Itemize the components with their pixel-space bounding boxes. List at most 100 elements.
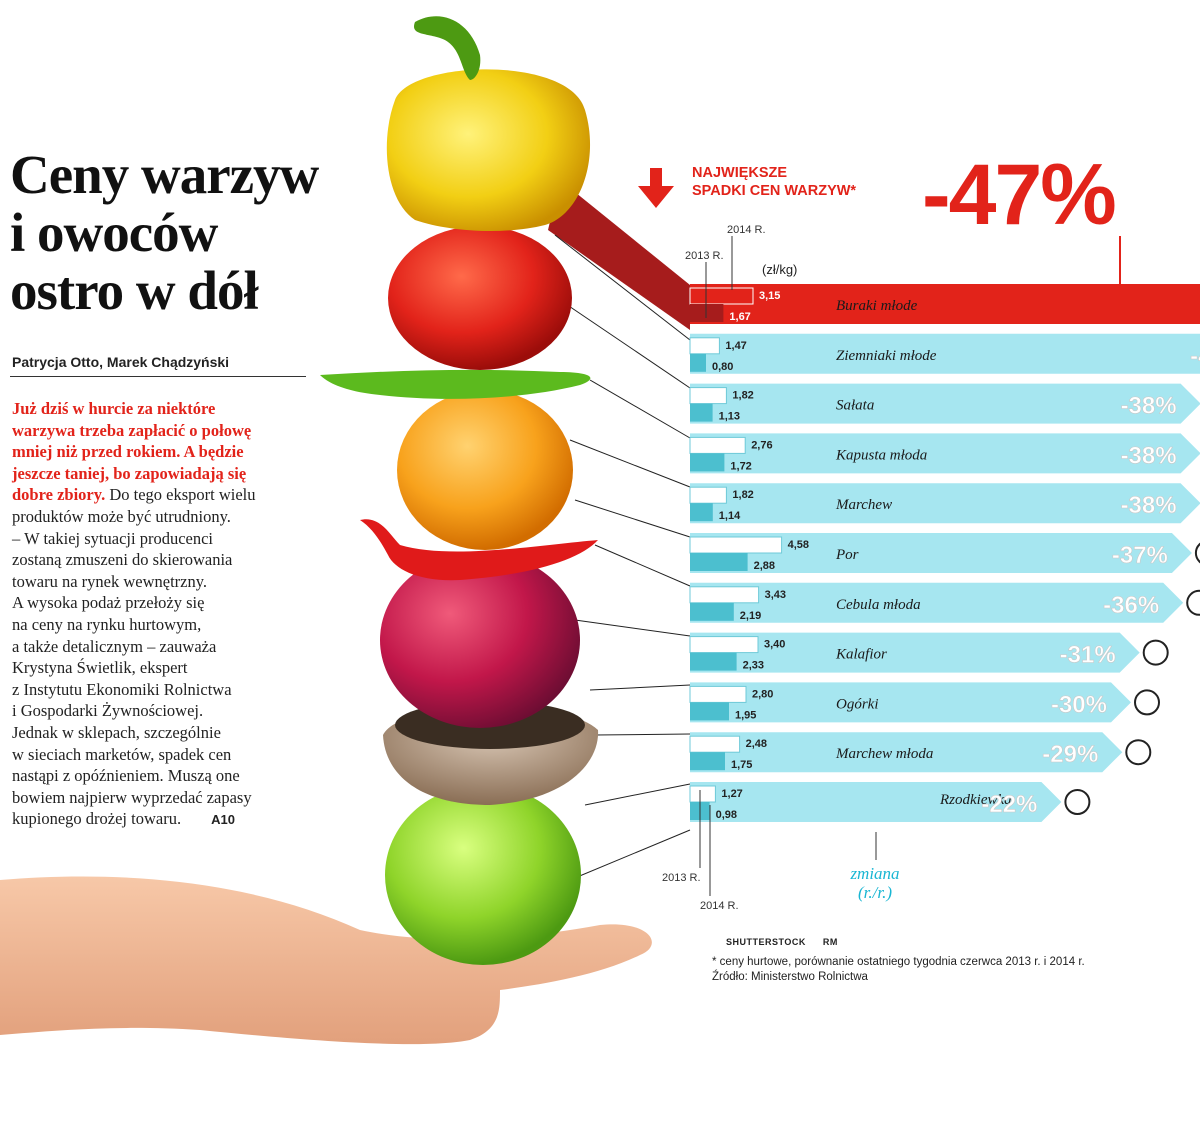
bar-2014 xyxy=(690,453,725,472)
change-label: -22% xyxy=(981,791,1037,818)
bar-2014 xyxy=(690,503,713,522)
bar-2014 xyxy=(690,353,706,372)
photo-credit: SHUTTERSTOCK RM xyxy=(726,937,838,947)
body-line: kupionego drożej towaru. A10 xyxy=(12,808,342,831)
change-label: -31% xyxy=(1060,642,1116,669)
bar-2014 xyxy=(690,403,713,422)
category-band xyxy=(690,383,1200,424)
bar-2013 xyxy=(689,735,741,753)
footnote-line: * ceny hurtowe, porównanie ostatniego ty… xyxy=(712,956,1085,968)
value-label-2013: 3,40 xyxy=(764,639,785,651)
body-line: na ceny na rynku hurtowym, xyxy=(12,614,202,634)
year-2013-label: 2013 R. xyxy=(685,250,724,262)
category-band xyxy=(690,433,1200,474)
value-label-2014: 2,19 xyxy=(740,610,761,622)
value-label-2013: 4,58 xyxy=(788,539,809,551)
value-label-2014: 0,98 xyxy=(716,809,737,821)
bar-2013 xyxy=(689,636,759,654)
value-label-2014: 1,14 xyxy=(719,510,741,522)
carrot-small-icon xyxy=(1125,739,1152,766)
category-band xyxy=(690,632,1140,673)
category-band xyxy=(690,533,1192,573)
onion-icon xyxy=(1186,589,1200,616)
down-arrow-icon xyxy=(638,168,674,208)
value-label-2013: 2,48 xyxy=(746,738,767,750)
green-apple xyxy=(385,785,581,965)
bar-2013 xyxy=(689,287,754,305)
year-2014-label-bottom: 2014 R. xyxy=(700,900,739,912)
value-label-2014: 2,33 xyxy=(743,660,764,672)
bar-2013 xyxy=(689,685,747,703)
value-label-2014: 1,75 xyxy=(731,759,752,771)
red-apple xyxy=(380,552,580,728)
value-label-2014: 0,80 xyxy=(712,361,733,373)
authors: Patrycja Otto, Marek Chądzyński xyxy=(12,354,230,370)
infographic-heading: NAJWIĘKSZE SPADKI CEN WARZYW* xyxy=(692,164,856,200)
leek-icon xyxy=(1194,542,1200,564)
radish-icon xyxy=(1064,789,1091,815)
body-line: bowiem najpierw wyprzedać zapasy xyxy=(12,787,252,807)
bar-2013 xyxy=(689,785,716,803)
change-legend-line: (r./r.) xyxy=(857,883,892,902)
title-line: i owoców xyxy=(10,202,218,263)
category-label: Kapusta młoda xyxy=(835,447,927,463)
category-band xyxy=(690,582,1184,623)
body-line-text: kupionego drożej towaru. xyxy=(12,809,182,829)
title-line: Ceny warzyw xyxy=(10,144,319,205)
value-label-2014: 1,67 xyxy=(729,311,750,323)
body-line: nastąpi z opóźnieniem. Muszą one xyxy=(12,766,240,786)
article-title: Ceny warzyw i owoców ostro w dół xyxy=(10,146,380,320)
bar-2014 xyxy=(690,304,724,322)
green-chili xyxy=(320,369,591,399)
category-band xyxy=(690,782,1062,822)
category-band xyxy=(690,333,1200,374)
category-label: Marchew młoda xyxy=(835,746,933,762)
category-label: Sałata xyxy=(836,398,874,414)
value-label-2013: 1,82 xyxy=(732,489,753,501)
category-label: Ogórki xyxy=(836,696,879,712)
bar-2014 xyxy=(690,602,734,621)
lead-line: Już dziś w hurcie za niektóre xyxy=(12,399,216,418)
unit-label: (zł/kg) xyxy=(762,262,798,277)
chili-pepper xyxy=(360,519,598,581)
change-label: -46% xyxy=(1190,343,1200,370)
title-line: ostro w dół xyxy=(10,260,259,321)
category-label: Ziemniaki młode xyxy=(836,348,937,364)
heading-line: SPADKI CEN WARZYW* xyxy=(692,183,857,199)
category-band xyxy=(690,483,1200,524)
lead-line: warzywa trzeba zapłacić o połowę xyxy=(12,420,252,440)
value-label-2013: 2,76 xyxy=(751,439,772,451)
category-label: Kalafior xyxy=(835,647,887,663)
year-2014-label: 2014 R. xyxy=(727,224,766,236)
value-label-2014: 1,95 xyxy=(735,709,756,721)
page-reference: A10 xyxy=(211,812,235,828)
hand xyxy=(0,876,652,1045)
change-label: -38% xyxy=(1121,492,1177,519)
body-line-tail: Do tego eksport wielu xyxy=(105,485,256,505)
category-band xyxy=(690,732,1123,773)
bar-2014 xyxy=(690,752,725,771)
category-label: Buraki młode xyxy=(836,298,918,314)
lead-line: dobre zbiory. xyxy=(12,485,106,505)
change-label: -37% xyxy=(1112,542,1168,569)
value-label-2013: 3,15 xyxy=(759,290,780,302)
bar-2013 xyxy=(689,387,727,405)
body-line: i Gospodarki Żywnościowej. xyxy=(12,701,204,721)
change-legend-line: zmiana xyxy=(850,864,900,883)
category-band xyxy=(690,682,1131,723)
headline-beam xyxy=(548,180,690,330)
divider xyxy=(10,376,306,377)
year-2013-label-bottom: 2013 R. xyxy=(662,872,701,884)
value-label-2014: 1,13 xyxy=(719,411,740,423)
bar-2013 xyxy=(689,486,727,504)
footnote-line: Źródło: Ministerstwo Rolnictwa xyxy=(712,971,868,983)
change-label: -38% xyxy=(1121,393,1177,420)
body-line: towaru na rynek wewnętrzny. xyxy=(12,571,208,591)
footnote: * ceny hurtowe, porównanie ostatniego ty… xyxy=(712,955,1085,985)
body-line: Jednak w sklepach, szczególnie xyxy=(12,722,221,742)
change-label: -29% xyxy=(1042,741,1098,768)
body-line: Krystyna Świetlik, ekspert xyxy=(12,658,188,678)
category-band xyxy=(690,284,1200,324)
